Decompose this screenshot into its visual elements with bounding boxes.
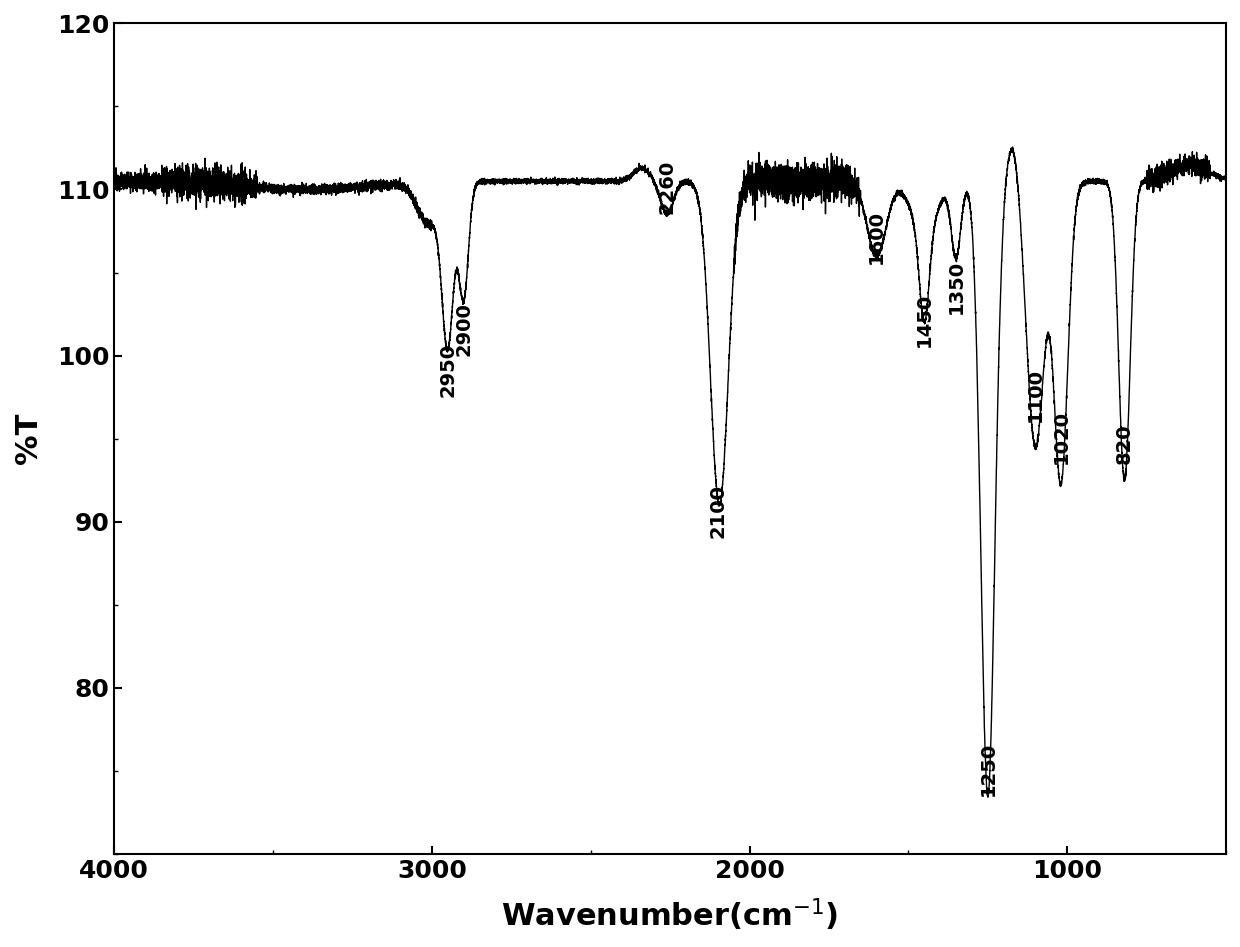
Text: 2100: 2100 [708, 484, 728, 538]
Text: 1100: 1100 [1025, 368, 1045, 422]
Text: 1250: 1250 [978, 742, 997, 795]
Text: 1350: 1350 [946, 259, 966, 314]
Text: 2950: 2950 [438, 343, 458, 397]
Text: 1450: 1450 [915, 293, 934, 348]
Text: 1600: 1600 [867, 210, 887, 264]
Text: 1020: 1020 [1052, 409, 1070, 463]
Y-axis label: %T: %T [14, 413, 43, 464]
X-axis label: Wavenumber(cm$^{-1}$): Wavenumber(cm$^{-1}$) [501, 897, 838, 933]
Text: 2260: 2260 [657, 160, 677, 214]
Text: 820: 820 [1115, 423, 1133, 463]
Text: 2900: 2900 [454, 302, 474, 355]
